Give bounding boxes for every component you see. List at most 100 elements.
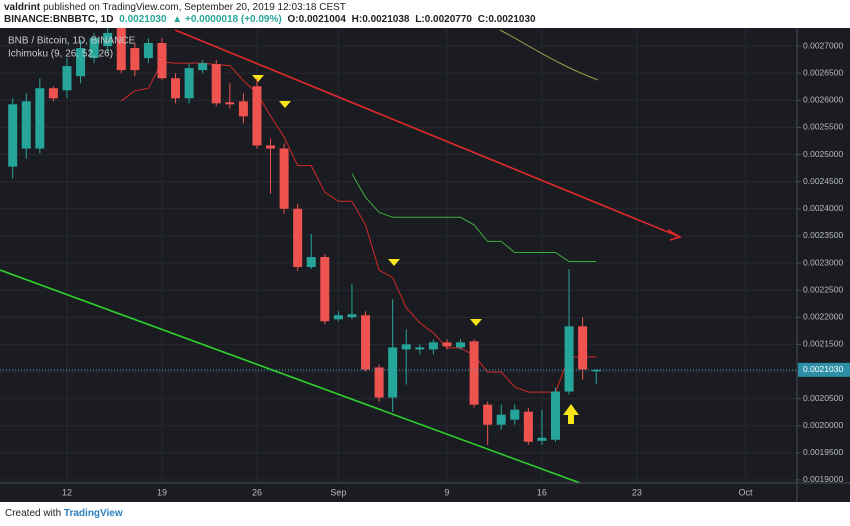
y-tick-label: 0.0025500: [803, 122, 843, 132]
support-line: [0, 269, 581, 484]
candle-body: [401, 344, 411, 350]
background: [0, 28, 850, 502]
candle-body: [361, 315, 371, 370]
marker: [470, 319, 482, 326]
close: C:0.0021030: [477, 14, 536, 25]
change: ▲ +0.0000018 (+0.09%): [172, 14, 282, 25]
y-tick-label: 0.0020500: [803, 393, 843, 403]
y-tick-label: 0.0022500: [803, 284, 843, 294]
indicator-label: Ichimoku (9, 26, 52, 26): [8, 49, 113, 60]
y-tick-label: 0.0019000: [803, 474, 843, 484]
y-tick-label: 0.0026500: [803, 67, 843, 77]
arrow-head: [667, 229, 682, 241]
drawings: [0, 29, 682, 484]
candle-body: [456, 342, 466, 348]
last-price-box: [798, 362, 850, 377]
x-tick-label: Sep: [330, 487, 346, 497]
candle-body: [415, 347, 425, 350]
candle-body: [225, 102, 235, 105]
legend-title: BNB / Bitcoin, 1D, BINANCE: [8, 36, 136, 47]
y-tick-label: 0.0024000: [803, 203, 843, 213]
candle-body: [184, 68, 194, 99]
candle-body: [130, 48, 140, 71]
x-tick-label: 19: [157, 487, 167, 497]
indicator-line: [121, 61, 597, 393]
x-tick-label: 12: [62, 487, 72, 497]
y-tick-label: 0.0026000: [803, 95, 843, 105]
marker: [252, 75, 264, 82]
x-tick-label: 23: [632, 487, 642, 497]
x-tick-label: 26: [252, 487, 262, 497]
candle-body: [252, 86, 262, 146]
last-price-label: 0.0021030: [803, 364, 843, 374]
open: O:0.0021004: [287, 14, 346, 25]
candle-body: [510, 409, 520, 420]
publish-line: valdrint published on TradingView.com, Se…: [4, 2, 349, 13]
candle-body: [157, 43, 167, 79]
candle-body: [35, 88, 45, 149]
marker: [388, 259, 400, 266]
candle-body: [211, 64, 221, 104]
candle-body: [333, 315, 343, 320]
y-tick-label: 0.0020000: [803, 420, 843, 430]
author[interactable]: valdrint: [4, 2, 41, 13]
brand[interactable]: TradingView: [63, 508, 123, 519]
up-arrow: [563, 404, 579, 424]
candle-body: [578, 326, 588, 370]
candle-body: [266, 145, 276, 149]
symbol: BINANCE:BNBBTC, 1D: [4, 14, 114, 25]
publish-info: published on TradingView.com, September …: [43, 2, 346, 13]
indicator-line: [351, 173, 597, 262]
candle-body: [198, 63, 208, 71]
candle-body: [238, 101, 248, 117]
x-tick-label: 9: [444, 487, 449, 497]
candle-body: [469, 341, 479, 405]
y-tick-label: 0.0027000: [803, 40, 843, 50]
y-tick-label: 0.0019500: [803, 447, 843, 457]
candle-body: [428, 342, 438, 350]
y-tick-label: 0.0021500: [803, 339, 843, 349]
candle-body: [143, 43, 153, 59]
candle-body: [347, 314, 357, 318]
y-tick-label: 0.0024500: [803, 176, 843, 186]
candle-body: [293, 208, 303, 268]
last-price: 0.0021030: [119, 14, 167, 25]
candle-body: [320, 256, 330, 322]
candle-body: [388, 347, 398, 398]
y-tick-label: 0.0025000: [803, 149, 843, 159]
candle-body: [21, 101, 31, 149]
candle-body: [103, 32, 113, 47]
x-tick-label: Oct: [738, 487, 753, 497]
candle-body: [496, 414, 506, 425]
candle-body: [374, 367, 384, 398]
y-tick-label: 0.0022000: [803, 311, 843, 321]
marker: [279, 101, 291, 108]
candle-body: [76, 48, 86, 77]
footer: Created with TradingView: [5, 508, 123, 519]
high: H:0.0021038: [351, 14, 410, 25]
candle-body: [483, 404, 493, 425]
resistance-line: [174, 29, 681, 238]
candle-body: [116, 28, 126, 71]
x-tick-label: 16: [537, 487, 547, 497]
candle-body: [523, 411, 533, 442]
candle-body: [442, 342, 452, 347]
candle-body: [591, 369, 601, 372]
candle-body: [171, 78, 181, 99]
y-tick-label: 0.0023000: [803, 257, 843, 267]
candle-body: [551, 391, 560, 440]
chart: BNB / Bitcoin, 1D, BINANCE Ichimoku (9, …: [0, 28, 850, 502]
candle-body: [564, 326, 574, 392]
low: L:0.0020770: [415, 14, 472, 25]
ichimoku-span: [499, 29, 599, 81]
candle-body: [89, 38, 99, 59]
ohlc-line: BINANCE:BNBBTC, 1D 0.0021030 ▲ +0.000001…: [4, 14, 539, 25]
footer-text: Created with: [5, 508, 62, 519]
candle-body: [306, 256, 316, 268]
y-tick-label: 0.0023500: [803, 230, 843, 240]
candle-body: [48, 88, 58, 99]
candle-body: [8, 104, 18, 167]
candle-body: [537, 437, 547, 441]
candle-body: [62, 66, 72, 91]
